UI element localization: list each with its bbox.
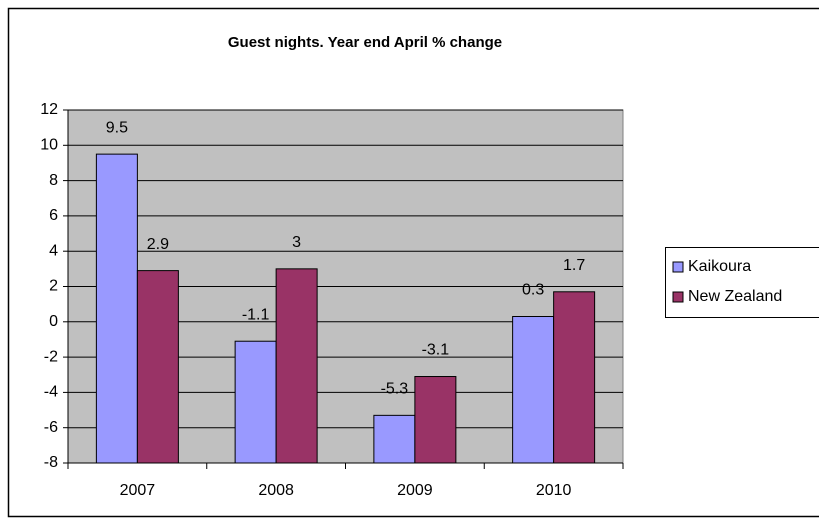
legend-swatch — [672, 291, 684, 303]
legend — [665, 247, 819, 318]
data-label: 9.5 — [106, 119, 128, 136]
data-label: -1.1 — [242, 306, 270, 323]
x-tick-label: 2009 — [397, 482, 433, 499]
x-tick-label: 2008 — [258, 482, 294, 499]
y-tick-label: 6 — [49, 207, 58, 224]
y-tick-label: -8 — [44, 454, 58, 471]
data-label: 0.3 — [522, 282, 544, 299]
y-tick-label: 10 — [40, 137, 58, 154]
y-tick-label: -6 — [44, 419, 58, 436]
bar — [275, 268, 318, 464]
bar — [512, 316, 555, 464]
y-tick-label: 0 — [49, 313, 58, 330]
data-label: 2.9 — [147, 236, 169, 253]
legend-label: Kaikoura — [688, 258, 751, 275]
data-label: 1.7 — [563, 257, 585, 274]
y-tick-label: 12 — [40, 101, 58, 118]
legend-label: New Zealand — [688, 288, 782, 305]
y-tick-label: -4 — [44, 384, 58, 401]
bar — [234, 340, 277, 464]
chart-title: Guest nights. Year end April % change — [228, 34, 502, 51]
bar — [414, 376, 457, 464]
data-label: 3 — [292, 234, 301, 251]
data-label: -3.1 — [422, 342, 450, 359]
y-tick-label: 4 — [49, 242, 58, 259]
legend-swatch — [672, 261, 684, 273]
bar — [373, 414, 416, 464]
bar — [136, 270, 179, 464]
bar — [553, 291, 596, 464]
bar — [95, 153, 138, 464]
y-tick-label: -2 — [44, 348, 58, 365]
data-label: -5.3 — [381, 381, 409, 398]
x-tick-label: 2010 — [536, 482, 572, 499]
x-tick-label: 2007 — [120, 482, 156, 499]
y-tick-label: 8 — [49, 172, 58, 189]
y-tick-label: 2 — [49, 278, 58, 295]
